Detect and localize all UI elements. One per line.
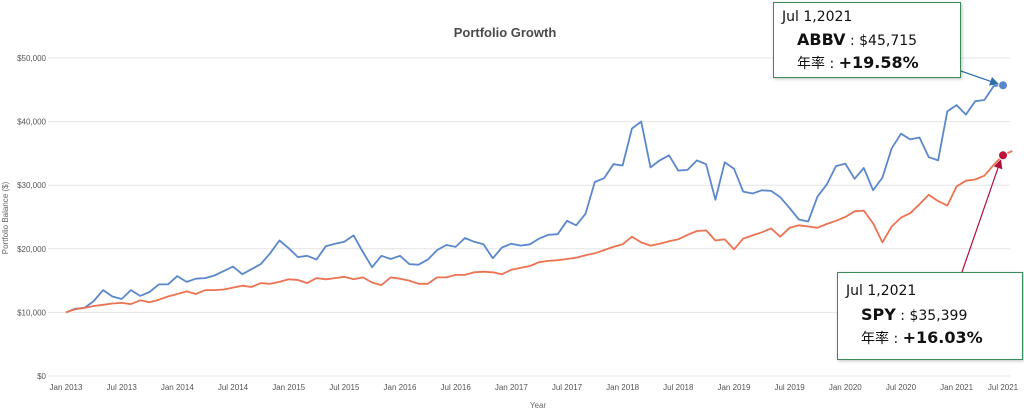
y-tick-label: $0 bbox=[37, 372, 46, 381]
spy-callout-ticker: SPY bbox=[861, 305, 896, 324]
y-tick-label: $10,000 bbox=[17, 308, 46, 317]
y-tick-label: $40,000 bbox=[17, 118, 46, 127]
x-tick-label: Jul 2014 bbox=[218, 383, 249, 392]
abbv-callout-ticker: ABBV bbox=[797, 30, 846, 49]
spy-callout-value: $35,399 bbox=[909, 308, 968, 324]
x-axis-ticks: Jan 2013 Jul 2013 Jan 2014 Jul 2014 Jan 2015… bbox=[50, 383, 1019, 392]
abbv-callout-date: Jul 1,2021 bbox=[782, 9, 853, 25]
x-tick-label: Jan 2018 bbox=[606, 383, 639, 392]
spy-callout: Jul 1,2021 SPY : $35,399 年率 : +16.03% bbox=[837, 272, 1023, 360]
spy-callout-rate: +16.03% bbox=[902, 328, 983, 347]
series-line-abbv bbox=[65, 84, 1004, 314]
x-tick-label: Jan 2017 bbox=[495, 383, 528, 392]
x-tick-label: Jan 2015 bbox=[272, 383, 305, 392]
x-axis-label: Year bbox=[530, 401, 547, 410]
spy-callout-value-line: SPY : $35,399 bbox=[861, 305, 968, 324]
callout-arrows bbox=[957, 69, 1003, 273]
spy-callout-arrow bbox=[961, 159, 1003, 273]
y-axis-ticks: $0 $10,000 $20,000 $30,000 $40,000 $50,000 bbox=[17, 54, 46, 381]
grid-lines bbox=[48, 57, 1010, 377]
y-tick-label: $50,000 bbox=[17, 54, 46, 63]
abbv-callout: Jul 1,2021 ABBV : $45,715 年率 : +19.58% bbox=[773, 2, 961, 78]
abbv-callout-rate: +19.58% bbox=[838, 53, 919, 72]
chart-title: Portfolio Growth bbox=[454, 25, 557, 40]
y-tick-label: $20,000 bbox=[17, 245, 46, 254]
x-tick-label: Jul 2021 bbox=[988, 383, 1019, 392]
abbv-end-marker bbox=[998, 80, 1008, 91]
y-axis-label: Portfolio Balance ($) bbox=[1, 181, 10, 254]
x-tick-label: Jan 2020 bbox=[829, 383, 862, 392]
abbv-callout-rate-label: 年率 bbox=[797, 56, 825, 72]
abbv-callout-value-line: ABBV : $45,715 bbox=[797, 30, 918, 49]
x-tick-label: Jan 2014 bbox=[161, 383, 194, 392]
spy-end-marker bbox=[998, 150, 1008, 161]
x-tick-label: Jan 2016 bbox=[384, 383, 417, 392]
abbv-callout-rate-line: 年率 : +19.58% bbox=[797, 53, 919, 72]
x-tick-label: Jan 2013 bbox=[50, 383, 83, 392]
series-line-spy bbox=[65, 150, 1013, 314]
x-tick-label: Jan 2021 bbox=[940, 383, 973, 392]
abbv-callout-value: $45,715 bbox=[859, 33, 918, 49]
spy-callout-rate-line: 年率 : +16.03% bbox=[861, 328, 983, 347]
spy-callout-rate-label: 年率 bbox=[861, 331, 889, 347]
x-tick-label: Jul 2015 bbox=[329, 383, 360, 392]
end-markers bbox=[998, 80, 1008, 161]
x-tick-label: Jul 2018 bbox=[663, 383, 694, 392]
spy-callout-date: Jul 1,2021 bbox=[846, 283, 917, 299]
x-tick-label: Jul 2013 bbox=[107, 383, 138, 392]
x-tick-label: Jul 2019 bbox=[774, 383, 805, 392]
x-tick-label: Jan 2019 bbox=[717, 383, 750, 392]
x-tick-label: Jul 2017 bbox=[552, 383, 583, 392]
series-lines bbox=[65, 84, 1013, 314]
y-tick-label: $30,000 bbox=[17, 181, 46, 190]
abbv-callout-arrow bbox=[957, 69, 999, 86]
x-tick-label: Jul 2020 bbox=[886, 383, 917, 392]
x-tick-label: Jul 2016 bbox=[441, 383, 472, 392]
